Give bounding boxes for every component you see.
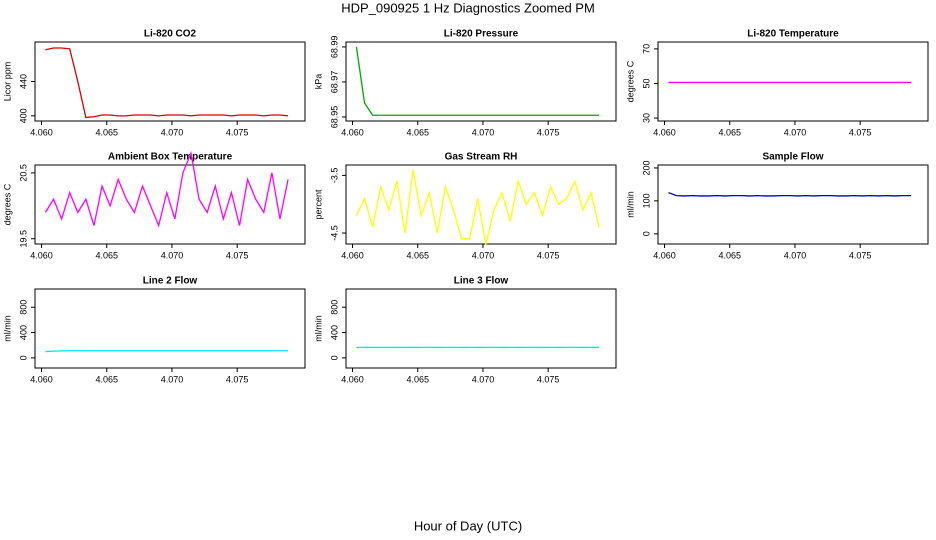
data-line xyxy=(668,192,912,197)
y-axis-label: degrees C xyxy=(625,60,635,102)
y-axis-label: ml/min xyxy=(625,191,635,218)
y-tick-label: 68.95 xyxy=(329,106,339,129)
y-tick-label: 0 xyxy=(329,355,339,360)
x-tick-label: 4.070 xyxy=(161,127,184,137)
x-tick-label: 4.075 xyxy=(226,127,249,137)
data-line xyxy=(355,46,600,116)
panel-title: Li-820 Temperature xyxy=(747,29,839,40)
plot-frame xyxy=(34,288,306,369)
panel-title: Gas Stream RH xyxy=(445,152,518,163)
data-line xyxy=(355,169,600,245)
x-tick-label: 4.065 xyxy=(718,127,741,137)
y-tick-label: 30 xyxy=(641,113,651,123)
plot-frame xyxy=(657,164,929,245)
x-tick-label: 4.060 xyxy=(653,250,676,260)
y-tick-label: 400 xyxy=(18,108,28,123)
x-tick-label: 4.060 xyxy=(30,127,53,137)
data-line xyxy=(45,350,289,353)
x-tick-label: 4.065 xyxy=(406,127,429,137)
y-tick-label: 70 xyxy=(641,44,651,54)
x-tick-label: 4.065 xyxy=(406,374,429,384)
x-tick-label: 4.070 xyxy=(161,250,184,260)
page-title: HDP_090925 1 Hz Diagnostics Zoomed PM xyxy=(341,0,595,15)
y-axis-label: degrees C xyxy=(2,183,12,225)
y-tick-label: 0 xyxy=(18,355,28,360)
x-tick-label: 4.065 xyxy=(95,127,118,137)
x-tick-label: 4.065 xyxy=(95,250,118,260)
y-tick-label: 0 xyxy=(641,231,651,236)
x-tick-label: 4.075 xyxy=(849,127,872,137)
plot-frame xyxy=(657,41,929,122)
x-tick-label: 4.075 xyxy=(537,250,560,260)
plot-frame xyxy=(34,41,306,122)
x-tick-label: 4.060 xyxy=(341,374,364,384)
x-tick-label: 4.065 xyxy=(718,250,741,260)
x-tick-label: 4.070 xyxy=(784,127,807,137)
y-tick-label: 20.5 xyxy=(18,164,28,182)
x-tick-label: 4.070 xyxy=(472,374,495,384)
x-tick-label: 4.060 xyxy=(341,127,364,137)
plot-frame xyxy=(34,164,306,245)
y-tick-label: 19.5 xyxy=(18,230,28,248)
y-axis-label: Licor ppm xyxy=(2,62,12,102)
x-tick-label: 4.075 xyxy=(537,374,560,384)
x-tick-label: 4.075 xyxy=(849,250,872,260)
y-tick-label: 50 xyxy=(641,78,651,88)
x-tick-label: 4.070 xyxy=(784,250,807,260)
y-axis-label: ml/min xyxy=(313,315,323,342)
y-tick-label: 400 xyxy=(18,325,28,340)
panel-title: Ambient Box Temperature xyxy=(108,152,233,163)
y-tick-label: -3.5 xyxy=(329,168,339,184)
panel-title: Line 3 Flow xyxy=(454,276,509,287)
y-axis-label: kPa xyxy=(313,74,323,90)
y-axis-label: percent xyxy=(313,189,323,220)
panel-title: Line 2 Flow xyxy=(143,276,198,287)
y-tick-label: 440 xyxy=(18,74,28,89)
x-tick-label: 4.060 xyxy=(653,127,676,137)
x-tick-label: 4.060 xyxy=(341,250,364,260)
x-axis-label: Hour of Day (UTC) xyxy=(414,518,522,533)
panel-title: Sample Flow xyxy=(762,152,823,163)
x-tick-label: 4.060 xyxy=(30,250,53,260)
x-tick-label: 4.075 xyxy=(226,374,249,384)
y-tick-label: 400 xyxy=(329,325,339,340)
plot-frame xyxy=(345,288,617,369)
y-tick-label: -4.5 xyxy=(329,225,339,241)
panel-title: Li-820 Pressure xyxy=(444,29,519,40)
y-tick-label: 800 xyxy=(18,300,28,315)
x-tick-label: 4.075 xyxy=(226,250,249,260)
x-tick-label: 4.065 xyxy=(406,250,429,260)
y-tick-label: 100 xyxy=(641,193,651,208)
y-axis-label: ml/min xyxy=(2,315,12,342)
x-tick-label: 4.060 xyxy=(30,374,53,384)
y-tick-label: 68.97 xyxy=(329,71,339,94)
x-tick-label: 4.075 xyxy=(537,127,560,137)
x-tick-label: 4.070 xyxy=(472,250,495,260)
plot-frame xyxy=(345,41,617,122)
data-line xyxy=(45,47,289,119)
data-line xyxy=(44,150,289,228)
y-tick-label: 200 xyxy=(641,160,651,175)
y-tick-label: 68.99 xyxy=(329,36,339,59)
x-tick-label: 4.065 xyxy=(95,374,118,384)
x-tick-label: 4.070 xyxy=(161,374,184,384)
panel-title: Li-820 CO2 xyxy=(144,29,197,40)
plot-frame xyxy=(345,164,617,245)
x-tick-label: 4.070 xyxy=(472,127,495,137)
y-tick-label: 800 xyxy=(329,300,339,315)
